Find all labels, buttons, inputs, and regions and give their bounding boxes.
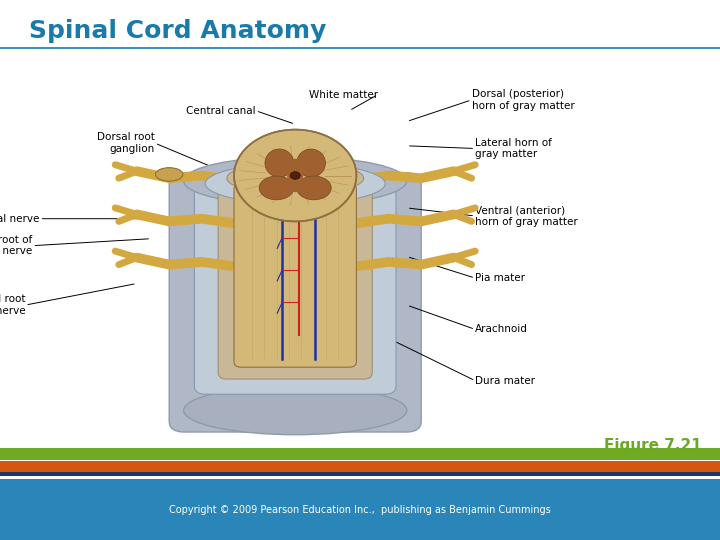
Bar: [0, 477, 720, 479]
Bar: [0, 461, 720, 472]
Ellipse shape: [265, 149, 294, 177]
Text: Spinal nerve: Spinal nerve: [0, 214, 40, 224]
Text: Spinal Cord Anatomy: Spinal Cord Anatomy: [29, 19, 326, 43]
Text: Dorsal (posterior)
horn of gray matter: Dorsal (posterior) horn of gray matter: [472, 89, 575, 111]
Ellipse shape: [205, 163, 385, 204]
Text: Ventral (anterior)
horn of gray matter: Ventral (anterior) horn of gray matter: [475, 205, 578, 227]
Ellipse shape: [259, 176, 294, 200]
FancyBboxPatch shape: [234, 184, 356, 367]
Text: Arachnoid: Arachnoid: [475, 325, 528, 334]
Text: Copyright © 2009 Pearson Education Inc.,  publishing as Benjamin Cummings: Copyright © 2009 Pearson Education Inc.,…: [169, 505, 551, 515]
Text: White matter: White matter: [309, 90, 378, 99]
Ellipse shape: [287, 159, 303, 192]
Text: Central canal: Central canal: [186, 106, 256, 116]
FancyBboxPatch shape: [169, 173, 421, 432]
Text: Dorsal root of
spinal nerve: Dorsal root of spinal nerve: [0, 235, 32, 256]
Text: Pia mater: Pia mater: [475, 273, 525, 283]
Text: Lateral horn of
gray matter: Lateral horn of gray matter: [475, 138, 552, 159]
Bar: [0, 472, 720, 476]
Text: Ventral root
of spinal nerve: Ventral root of spinal nerve: [0, 294, 25, 316]
Ellipse shape: [184, 157, 407, 205]
Bar: [0, 479, 720, 540]
Ellipse shape: [227, 162, 364, 194]
Ellipse shape: [297, 149, 325, 177]
Text: Dura mater: Dura mater: [475, 376, 535, 386]
FancyBboxPatch shape: [218, 183, 372, 379]
Text: Dorsal root
ganglion: Dorsal root ganglion: [97, 132, 155, 154]
FancyBboxPatch shape: [194, 178, 396, 394]
Ellipse shape: [297, 176, 331, 200]
Circle shape: [234, 130, 356, 221]
Ellipse shape: [184, 386, 407, 435]
Ellipse shape: [156, 167, 183, 181]
Circle shape: [290, 172, 300, 179]
Bar: [0, 448, 720, 460]
Text: Figure 7.21: Figure 7.21: [604, 437, 702, 453]
